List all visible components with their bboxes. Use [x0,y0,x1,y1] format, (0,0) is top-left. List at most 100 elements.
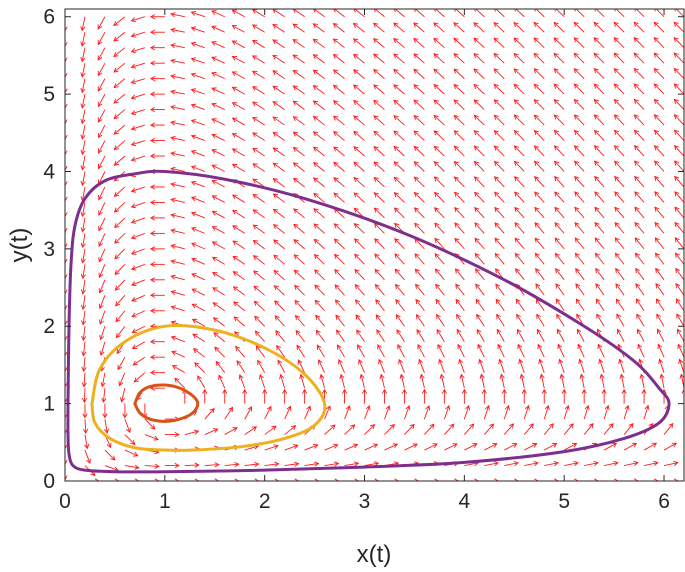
field-arrow [81,341,87,357]
field-arrow [65,264,68,280]
field-arrow [337,344,345,358]
field-arrow [594,252,605,265]
field-arrow [414,253,425,265]
field-arrow [353,84,365,95]
field-arrow [513,68,525,79]
field-arrow [654,221,665,234]
field-arrow [170,243,185,250]
field-arrow [436,328,445,342]
field-arrow [394,253,405,265]
y-tick-label: 6 [43,6,55,29]
field-arrow [372,22,385,33]
field-arrow [613,52,625,64]
field-arrow [374,238,385,250]
field-arrow [433,83,445,95]
field-arrow [65,233,68,249]
field-arrow [533,68,545,79]
field-arrow [149,261,165,267]
field-arrow [435,283,445,296]
field-arrow [332,53,345,64]
field-arrow [114,233,126,244]
field-arrow [244,426,258,435]
field-arrow [575,283,585,296]
field-arrow [554,191,565,203]
field-arrow [113,202,126,213]
field-arrow [353,222,365,234]
field-arrow [484,461,499,467]
field-arrow [115,294,126,307]
field-arrow [594,160,605,172]
field-arrow [603,404,610,420]
field-arrow [536,328,545,342]
field-arrow [274,300,285,312]
field-arrow [555,267,565,281]
field-arrow [130,16,146,23]
field-arrow [284,478,300,481]
field-arrow [170,58,185,64]
field-arrow [481,388,487,404]
field-arrow [80,155,86,171]
field-arrow [564,460,579,467]
field-arrow [170,43,185,49]
field-arrow [336,329,345,342]
field-arrow [122,403,128,419]
field-arrow [453,191,465,203]
field-arrow [523,423,534,435]
field-arrow [272,101,285,110]
field-arrow [324,461,340,467]
field-arrow [272,70,285,80]
field-arrow [553,145,565,157]
field-arrow [333,192,345,203]
field-arrow [292,39,305,49]
field-arrow [456,328,465,342]
field-arrow [312,54,325,64]
field-arrow [415,283,425,296]
field-arrow [294,314,305,327]
field-arrow [191,303,205,312]
field-arrow [476,328,485,342]
field-arrow [415,298,425,312]
field-arrow [213,332,226,343]
field-arrow [149,76,165,82]
field-arrow [333,130,345,141]
field-arrow [312,146,325,157]
field-arrow [359,373,365,389]
y-tick-label: 4 [43,160,55,183]
field-arrow [334,284,345,296]
field-arrow [557,343,565,358]
field-arrow [424,423,435,435]
field-arrow [130,124,146,131]
field-arrow [293,239,305,250]
field-arrow [352,69,365,79]
field-arrow [413,53,425,64]
field-arrow [475,298,485,312]
field-arrow [453,130,465,141]
field-arrow [131,325,146,334]
field-arrow [374,268,385,281]
field-arrow [65,94,68,110]
field-arrow [272,39,285,49]
field-arrow [401,388,408,404]
field-arrow [404,405,411,420]
field-arrow [454,207,465,219]
trajectories [66,169,671,474]
field-arrow [81,357,87,373]
field-arrow [84,434,90,450]
field-arrow [393,130,405,141]
field-arrow [264,461,280,467]
field-arrow [292,100,305,110]
field-arrow [454,268,465,281]
field-arrow [637,343,645,358]
field-arrow [80,16,86,32]
field-arrow [633,145,645,157]
field-arrow [224,406,234,420]
field-arrow [190,41,205,49]
field-arrow [473,145,485,157]
field-arrow [634,175,645,188]
field-arrow [65,388,68,404]
field-arrow [130,31,146,38]
field-arrow [584,478,600,481]
field-arrow [421,388,428,404]
field-arrow [553,52,565,64]
